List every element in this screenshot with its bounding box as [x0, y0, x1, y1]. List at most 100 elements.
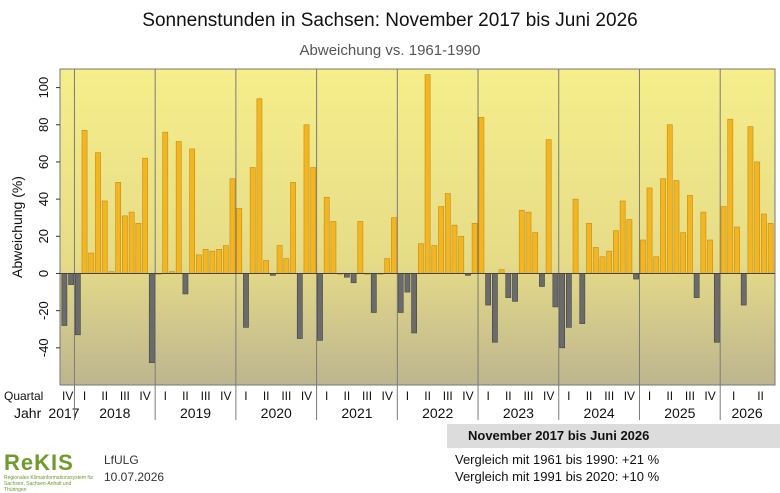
quarter-tick-label: II [424, 389, 431, 403]
bar [660, 178, 666, 274]
quarter-tick-label: IV [543, 389, 554, 403]
quarter-tick-label: IV [301, 389, 312, 403]
bar [619, 200, 626, 274]
quarter-tick-label: III [281, 389, 291, 403]
bar [552, 273, 559, 308]
bar [88, 252, 95, 274]
bar [310, 167, 317, 274]
quarter-tick-label: I [732, 389, 735, 403]
bar [263, 260, 270, 274]
bar [81, 130, 88, 274]
bar [579, 273, 586, 324]
quarter-tick-label: IV [139, 389, 150, 403]
year-tick-label: 2023 [503, 405, 534, 421]
bar [256, 98, 263, 274]
year-tick-label: 2021 [341, 405, 372, 421]
bar [518, 209, 525, 274]
bar [296, 273, 303, 339]
quarter-tick-label: I [164, 389, 167, 403]
y-axis: -40 -20 0 20 40 60 80 100 [36, 77, 60, 357]
bar [370, 273, 377, 313]
bar [222, 245, 229, 274]
y-tick-label: -40 [36, 338, 51, 357]
year-tick-label: 2026 [732, 405, 763, 421]
bar [740, 273, 747, 306]
quarter-tick-label: II [666, 389, 673, 403]
bar [687, 195, 693, 274]
bar [646, 187, 653, 274]
bar [525, 211, 532, 274]
quarter-tick-label: III [120, 389, 130, 403]
bar [727, 118, 734, 274]
bar [586, 222, 592, 274]
bar [485, 273, 491, 306]
year-tick-label: 2020 [261, 405, 292, 421]
bar [330, 221, 337, 274]
bar [592, 247, 599, 274]
bar [196, 254, 202, 274]
quarter-tick-label: I [325, 389, 328, 403]
quarter-tick-label: II [182, 389, 189, 403]
publisher: LfULG [104, 453, 139, 467]
bar [767, 222, 774, 274]
bar [303, 124, 310, 274]
bar [633, 273, 639, 280]
bar [115, 182, 122, 274]
bar [290, 182, 296, 274]
quarter-row-label: Quartal [4, 389, 43, 403]
year-bands [73, 69, 721, 385]
bar [68, 273, 74, 285]
year-tick-label: 2024 [584, 405, 615, 421]
bar [283, 258, 290, 274]
chart-title: Sonnenstunden in Sachsen: November 2017 … [142, 10, 638, 31]
bar [693, 273, 700, 298]
rekis-tagline: Regionales Klimainformationssystem für S… [4, 475, 94, 493]
quarter-tick-label: II [101, 389, 108, 403]
bar [101, 200, 108, 274]
bar [148, 273, 155, 363]
year-tick-label: 2022 [422, 405, 453, 421]
bar [451, 224, 458, 274]
bar [397, 273, 404, 313]
bar [424, 74, 431, 274]
quarter-tick-label: I [83, 389, 86, 403]
bar [175, 141, 182, 274]
quarter-tick-label: IV [704, 389, 715, 403]
bar [478, 117, 485, 274]
bar [539, 273, 545, 287]
bar [761, 213, 767, 274]
bar [572, 198, 579, 274]
summary-heading: November 2017 bis Juni 2026 [447, 424, 780, 448]
bar [512, 273, 518, 302]
quarter-tick-label: IV [62, 389, 73, 403]
bar [734, 226, 740, 274]
bar [700, 211, 707, 274]
year-tick-label: 2018 [99, 405, 130, 421]
quarter-tick-label: II [263, 389, 270, 403]
bar [599, 256, 606, 274]
chart-subtitle: Abweichung vs. 1961-1990 [299, 42, 481, 59]
bar [505, 273, 512, 298]
summary-line-1961-1990: Vergleich mit 1961 bis 1990: +21 % [455, 452, 660, 467]
bar [606, 250, 613, 274]
bars [61, 74, 774, 363]
bar [431, 245, 438, 274]
quarter-tick-label: IV [382, 389, 393, 403]
y-tick-label: 100 [36, 77, 51, 99]
bar [666, 124, 673, 274]
bar [559, 273, 565, 349]
bar [344, 273, 350, 278]
publication-date: 10.07.2026 [104, 470, 165, 484]
y-tick-label: 0 [36, 270, 51, 277]
bar [565, 273, 572, 328]
bar [438, 206, 444, 274]
quarter-tick-label: IV [462, 389, 473, 403]
quarter-tick-label: III [523, 389, 533, 403]
bar [74, 273, 81, 336]
bar [444, 193, 451, 274]
y-tick-label: 20 [36, 229, 51, 243]
y-tick-label: 40 [36, 192, 51, 206]
bar [182, 273, 189, 295]
